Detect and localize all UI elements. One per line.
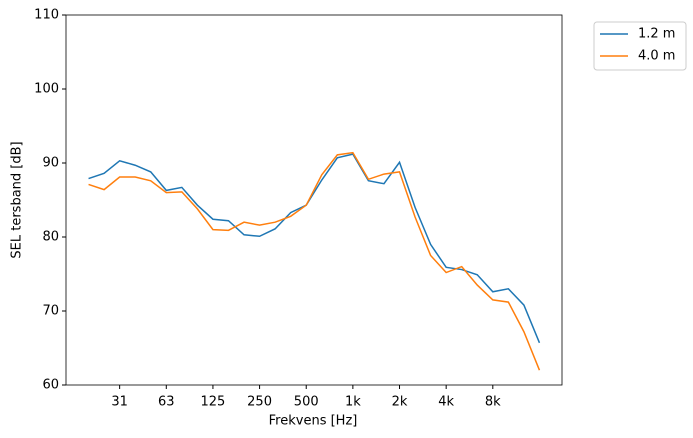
- y-tick-label: 110: [34, 8, 59, 23]
- y-tick-label: 100: [34, 82, 59, 97]
- series-line: [88, 151, 541, 371]
- x-axis-label: Frekvens [Hz]: [269, 414, 358, 429]
- y-tick-label: 90: [42, 156, 59, 171]
- x-tick-label: 4k: [438, 395, 454, 410]
- x-tick-label: 500: [294, 395, 319, 410]
- x-tick-label: 63: [158, 395, 175, 410]
- legend-label: 1.2 m: [638, 27, 675, 42]
- x-tick-label: 1k: [345, 395, 361, 410]
- y-axis-label: SEL tersband [dB]: [10, 141, 25, 258]
- plot-frame: [65, 14, 563, 386]
- x-tick-label: 250: [247, 395, 272, 410]
- x-tick-label: 125: [201, 395, 226, 410]
- x-tick-label: 31: [111, 395, 128, 410]
- y-tick-label: 80: [42, 230, 59, 245]
- series-line: [88, 153, 541, 344]
- x-tick-label: 8k: [485, 395, 501, 410]
- legend-label: 4.0 m: [638, 49, 675, 64]
- y-tick-label: 60: [42, 378, 59, 393]
- x-tick-label: 2k: [392, 395, 408, 410]
- y-tick-label: 70: [42, 304, 59, 319]
